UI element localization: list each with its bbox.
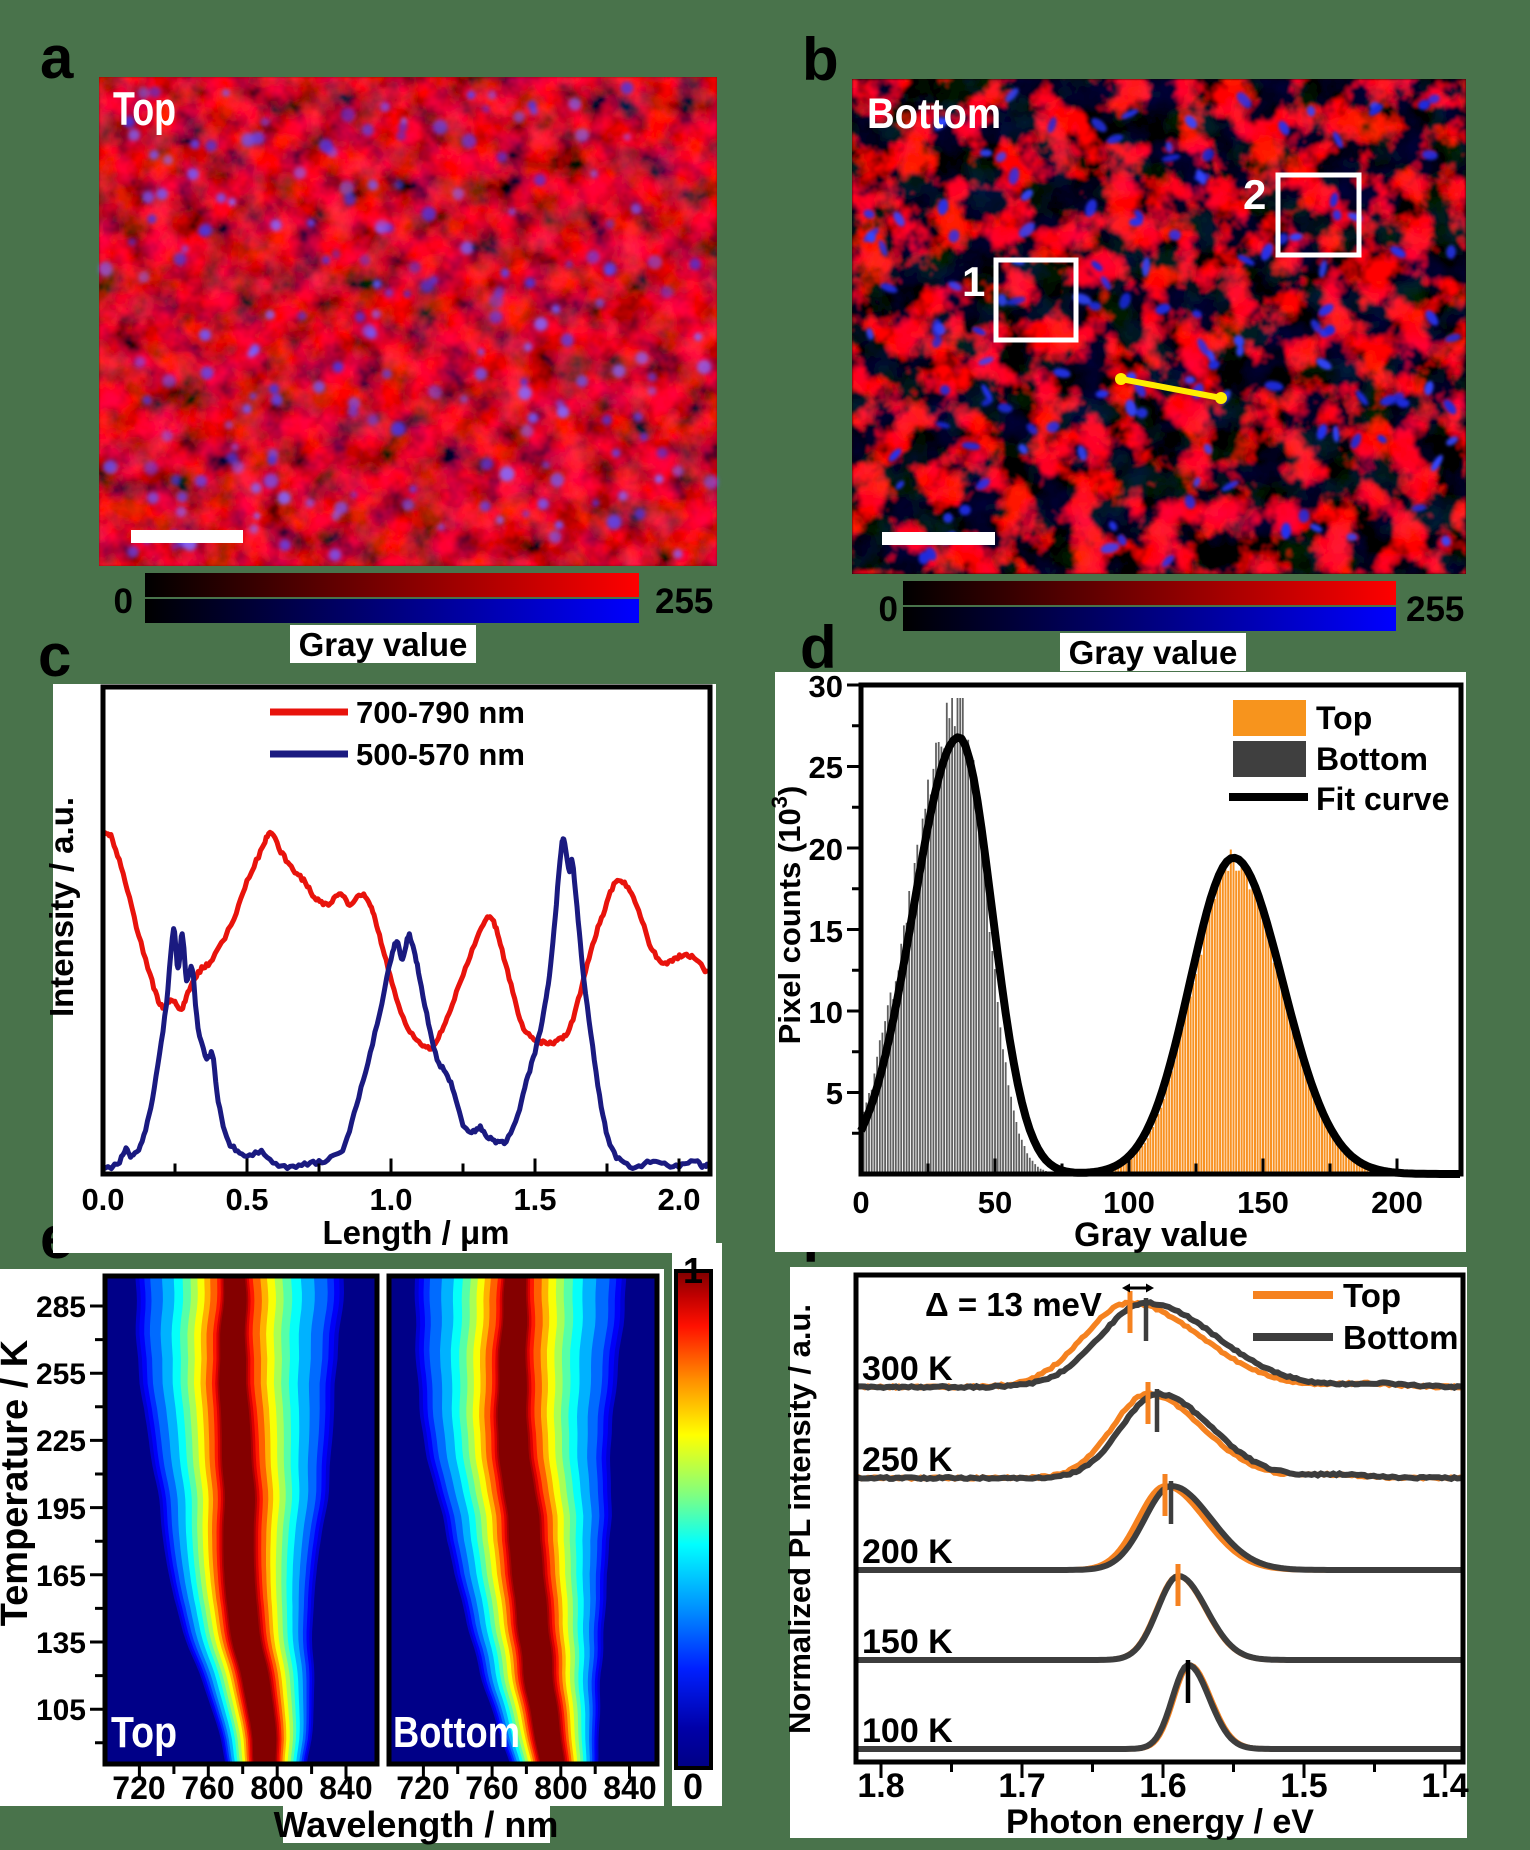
svg-text:2: 2 [1243, 171, 1266, 218]
svg-text:255: 255 [36, 1358, 86, 1391]
svg-text:Fit curve: Fit curve [1316, 781, 1449, 817]
svg-text:0: 0 [683, 1766, 703, 1807]
svg-text:Pixel counts (103): Pixel counts (103) [767, 786, 807, 1045]
svg-text:1.8: 1.8 [857, 1767, 904, 1805]
svg-text:Top: Top [113, 82, 176, 135]
svg-text:165: 165 [36, 1560, 86, 1593]
svg-text:100: 100 [1103, 1185, 1155, 1220]
svg-text:0: 0 [852, 1185, 869, 1220]
svg-text:800: 800 [250, 1770, 303, 1806]
svg-text:Bottom: Bottom [867, 90, 1001, 138]
svg-text:20: 20 [809, 832, 843, 867]
svg-text:1: 1 [962, 258, 985, 305]
svg-text:250 K: 250 K [862, 1441, 953, 1479]
svg-text:135: 135 [36, 1627, 86, 1660]
svg-text:195: 195 [36, 1493, 86, 1526]
svg-text:15: 15 [809, 914, 843, 949]
svg-text:Wavelength / nm: Wavelength / nm [274, 1804, 559, 1845]
svg-text:150 K: 150 K [862, 1623, 953, 1661]
svg-text:Bottom: Bottom [393, 1708, 520, 1757]
svg-text:760: 760 [465, 1770, 518, 1806]
svg-text:1.5: 1.5 [1280, 1767, 1327, 1805]
svg-text:285: 285 [36, 1291, 86, 1324]
svg-text:1.7: 1.7 [998, 1767, 1045, 1805]
svg-text:0: 0 [114, 582, 133, 621]
svg-text:700-790 nm: 700-790 nm [356, 695, 525, 730]
svg-text:Length / μm: Length / μm [322, 1214, 509, 1251]
svg-text:Gray value: Gray value [1069, 634, 1238, 671]
svg-text:Bottom: Bottom [1316, 741, 1428, 777]
svg-text:760: 760 [181, 1770, 234, 1806]
svg-text:Temperature / K: Temperature / K [0, 1339, 36, 1626]
svg-text:105: 105 [36, 1694, 86, 1727]
svg-text:50: 50 [978, 1185, 1012, 1220]
svg-text:Gray value: Gray value [1074, 1216, 1248, 1254]
svg-text:1.6: 1.6 [1139, 1767, 1186, 1805]
svg-text:720: 720 [396, 1770, 449, 1806]
svg-text:b: b [802, 26, 839, 93]
svg-text:30: 30 [809, 669, 843, 704]
svg-text:840: 840 [603, 1770, 656, 1806]
svg-text:0: 0 [879, 590, 898, 629]
svg-text:150: 150 [1237, 1185, 1289, 1220]
svg-text:840: 840 [319, 1770, 372, 1806]
svg-text:200: 200 [1371, 1185, 1423, 1220]
svg-text:Photon energy / eV: Photon energy / eV [1006, 1803, 1314, 1841]
svg-text:0.0: 0.0 [81, 1182, 124, 1217]
svg-text:255: 255 [655, 582, 713, 621]
svg-text:Top: Top [1343, 1277, 1401, 1314]
svg-text:c: c [38, 622, 71, 689]
svg-text:0.5: 0.5 [225, 1182, 268, 1217]
svg-text:2.0: 2.0 [657, 1182, 700, 1217]
svg-text:Δ = 13 meV: Δ = 13 meV [925, 1286, 1102, 1323]
svg-text:Intensity / a.u.: Intensity / a.u. [43, 797, 80, 1017]
svg-text:10: 10 [809, 995, 843, 1030]
svg-text:500-570 nm: 500-570 nm [356, 737, 525, 772]
svg-text:25: 25 [809, 750, 843, 785]
svg-text:Bottom: Bottom [1343, 1319, 1458, 1356]
svg-text:800: 800 [534, 1770, 587, 1806]
svg-text:1.4: 1.4 [1421, 1767, 1468, 1805]
svg-text:Top: Top [1316, 700, 1372, 736]
svg-text:225: 225 [36, 1425, 86, 1458]
svg-text:200 K: 200 K [862, 1533, 953, 1571]
svg-text:5: 5 [826, 1076, 843, 1111]
svg-text:Top: Top [111, 1708, 177, 1757]
svg-text:a: a [40, 24, 74, 91]
svg-text:720: 720 [112, 1770, 165, 1806]
svg-text:Gray value: Gray value [299, 626, 468, 663]
svg-text:1.5: 1.5 [513, 1182, 556, 1217]
svg-text:d: d [800, 614, 837, 681]
svg-text:300 K: 300 K [862, 1350, 953, 1388]
svg-text:1.0: 1.0 [369, 1182, 412, 1217]
svg-text:1: 1 [683, 1250, 703, 1291]
svg-text:255: 255 [1406, 590, 1464, 629]
svg-text:Normalized PL intensity / a.u.: Normalized PL intensity / a.u. [782, 1304, 817, 1734]
svg-text:100 K: 100 K [862, 1712, 953, 1750]
